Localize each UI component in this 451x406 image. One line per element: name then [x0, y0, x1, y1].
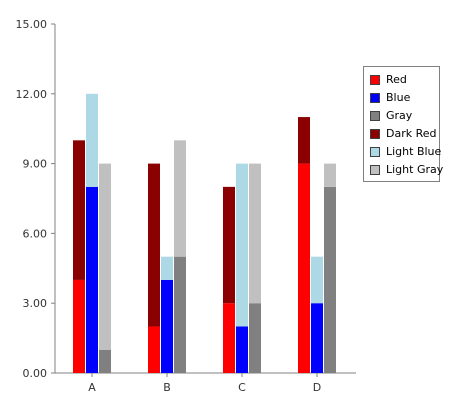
- y-tick-label: 12.00: [16, 88, 48, 101]
- bar-light-blue-D: [311, 256, 323, 304]
- bar-light-gray-B: [174, 140, 186, 257]
- x-tick-label: B: [163, 381, 171, 394]
- legend-label: Blue: [386, 91, 411, 104]
- bar-gray-A: [99, 349, 111, 373]
- bar-dark-red-D: [298, 117, 310, 164]
- bar-gray-C: [249, 303, 261, 373]
- legend-swatch: [370, 75, 380, 85]
- bar-red-B: [148, 326, 160, 373]
- legend-label: Red: [386, 73, 407, 86]
- x-tick-labels: A B C D: [88, 373, 321, 394]
- legend-swatch: [370, 147, 380, 157]
- bar-light-blue-C: [236, 163, 248, 327]
- y-tick-label: 15.00: [16, 18, 48, 31]
- bar-blue-A: [86, 186, 98, 373]
- bar-red-D: [298, 163, 310, 373]
- bar-blue-D: [311, 303, 323, 373]
- legend-label: Gray: [386, 109, 413, 122]
- legend: Red Blue Gray Dark Red Light Blue Light Gray: [363, 66, 444, 182]
- bar-blue-B: [161, 279, 173, 373]
- bar-red-C: [223, 303, 235, 373]
- legend-label: Light Blue: [386, 145, 442, 158]
- bar-dark-red-B: [148, 163, 160, 327]
- bars: [73, 93, 336, 373]
- y-tick-label: 0.00: [23, 367, 48, 380]
- bar-dark-red-C: [223, 186, 235, 304]
- bar-light-blue-B: [161, 256, 173, 280]
- x-tick-label: A: [88, 381, 96, 394]
- y-tick-label: 6.00: [23, 227, 48, 240]
- legend-swatch: [370, 165, 380, 175]
- bar-dark-red-A: [73, 140, 85, 280]
- x-tick-label: C: [238, 381, 246, 394]
- bar-light-gray-D: [324, 163, 336, 187]
- bar-light-blue-A: [86, 93, 98, 187]
- x-tick-label: D: [313, 381, 321, 394]
- legend-label: Light Gray: [386, 163, 444, 176]
- legend-label: Dark Red: [386, 127, 437, 140]
- y-tick-label: 9.00: [23, 158, 48, 171]
- bar-gray-B: [174, 256, 186, 373]
- bar-gray-D: [324, 186, 336, 373]
- y-tick-label: 3.00: [23, 297, 48, 310]
- bar-blue-C: [236, 326, 248, 373]
- legend-swatch: [370, 93, 380, 103]
- legend-swatch: [370, 129, 380, 139]
- legend-swatch: [370, 111, 380, 121]
- bar-light-gray-C: [249, 163, 261, 304]
- bar-light-gray-A: [99, 163, 111, 350]
- y-tick-labels: 0.00 3.00 6.00 9.00 12.00 15.00: [16, 18, 55, 380]
- bar-red-A: [73, 279, 85, 373]
